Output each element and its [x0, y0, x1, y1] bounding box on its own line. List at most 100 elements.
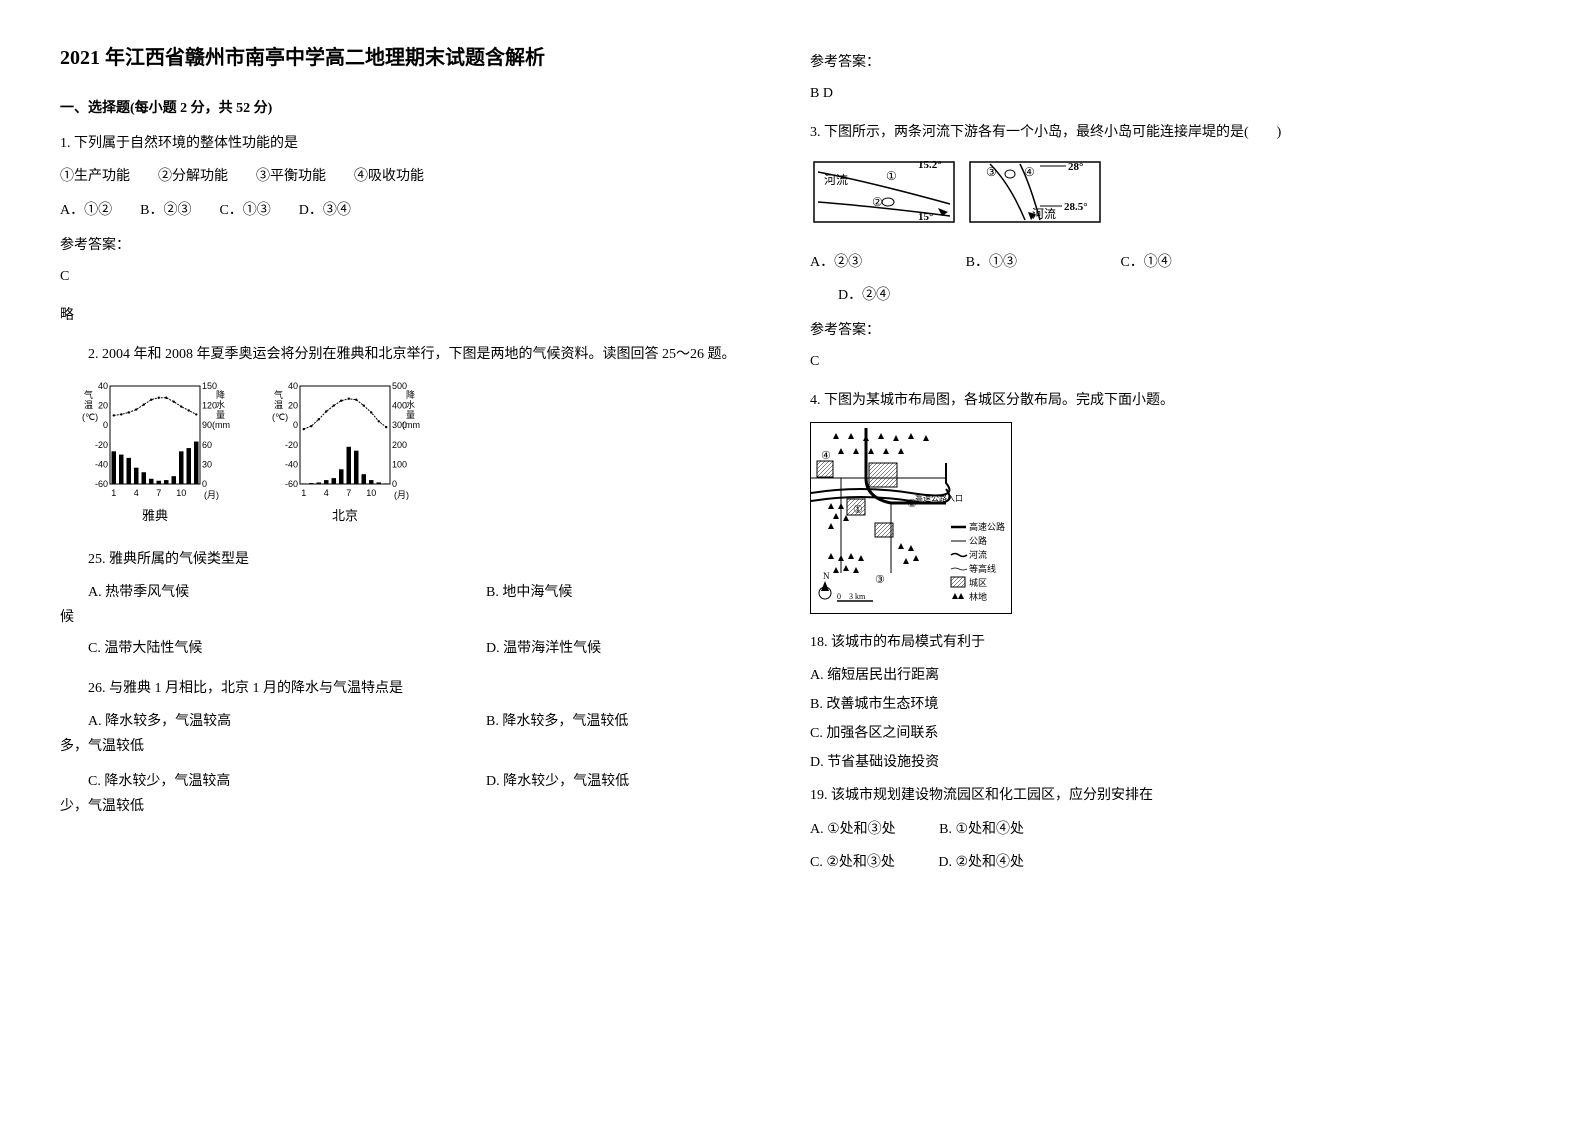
svg-text:温: 温	[274, 400, 283, 410]
svg-text:量: 量	[406, 410, 415, 420]
svg-text:-20: -20	[285, 439, 298, 449]
svg-text:0: 0	[103, 420, 108, 430]
svg-text:-60: -60	[95, 479, 108, 489]
svg-text:降: 降	[406, 389, 415, 400]
svg-text:河流: 河流	[969, 549, 987, 560]
svg-text:①: ①	[886, 169, 897, 183]
q26-b-suffix: 多，气温较低	[60, 734, 770, 759]
svg-text:20: 20	[288, 400, 298, 410]
svg-text:(月): (月)	[204, 490, 219, 500]
svg-text:40: 40	[288, 381, 298, 391]
q25-opt-b: B. 地中海气候	[486, 580, 770, 605]
svg-text:4: 4	[134, 488, 139, 498]
q25-opt-d: D. 温带海洋性气候	[486, 636, 770, 661]
svg-text:10: 10	[366, 488, 376, 498]
q3-opt-c: C．①④	[1120, 250, 1171, 275]
svg-text:N: N	[823, 571, 830, 581]
svg-text:0: 0	[293, 420, 298, 430]
svg-text:量: 量	[216, 410, 225, 420]
q2-answer: B D	[810, 81, 1520, 106]
svg-text:-40: -40	[95, 459, 108, 469]
q3-text: 3. 下图所示，两条河流下游各有一个小岛，最终小岛可能连接岸堤的是( )	[810, 120, 1520, 145]
q26-d-suffix: 少，气温较低	[60, 794, 770, 819]
q3-answer-label: 参考答案：	[810, 318, 1520, 343]
svg-text:河流: 河流	[1032, 207, 1056, 221]
svg-text:公路: 公路	[969, 535, 987, 546]
svg-text:高速公路入口: 高速公路入口	[915, 493, 963, 503]
svg-text:400: 400	[392, 400, 407, 410]
svg-text:15.2°: 15.2°	[918, 159, 942, 171]
svg-text:10: 10	[176, 488, 186, 498]
climate-charts: -60-40-2002040030609012015014710气温(℃)降水量…	[80, 380, 770, 527]
q1-answer: C	[60, 264, 770, 289]
svg-text:60: 60	[202, 439, 212, 449]
svg-text:-40: -40	[285, 459, 298, 469]
svg-text:100: 100	[392, 459, 407, 469]
q26-opt-a: A. 降水较多，气温较高	[60, 709, 486, 734]
q19-opt-c: C. ②处和③处	[810, 850, 895, 875]
q3-options: A．②③ B．①③ C．①④	[810, 250, 1520, 275]
q18-opt-c: C. 加强各区之间联系	[810, 721, 1520, 746]
svg-text:7: 7	[346, 488, 351, 498]
beijing-label: 北京	[270, 504, 420, 527]
q1-items: ①生产功能 ②分解功能 ③平衡功能 ④吸收功能	[60, 164, 770, 189]
q25-opt-c: C. 温带大陆性气候	[60, 636, 486, 661]
svg-text:7: 7	[156, 488, 161, 498]
svg-text:28°: 28°	[1068, 161, 1083, 173]
svg-text:气: 气	[274, 389, 283, 400]
q26-text: 26. 与雅典 1 月相比，北京 1 月的降水与气温特点是	[60, 676, 770, 701]
svg-text:90: 90	[202, 420, 212, 430]
svg-text:③: ③	[875, 574, 885, 586]
svg-text:高速公路: 高速公路	[969, 521, 1005, 532]
svg-text:1: 1	[111, 488, 116, 498]
q1-text: 1. 下列属于自然环境的整体性功能的是	[60, 131, 770, 156]
q18-opt-a: A. 缩短居民出行距离	[810, 663, 1520, 688]
svg-text:28.5°: 28.5°	[1064, 201, 1088, 213]
q18-text: 18. 该城市的布局模式有利于	[810, 630, 1520, 655]
svg-text:(℃): (℃)	[272, 412, 288, 422]
svg-text:③: ③	[986, 165, 997, 179]
q19-options-ab: A. ①处和③处 B. ①处和④处	[810, 817, 1520, 842]
svg-text:河流: 河流	[824, 173, 848, 187]
svg-text:水: 水	[406, 399, 415, 410]
svg-text:200: 200	[392, 439, 407, 449]
q19-opt-b: B. ①处和④处	[939, 817, 1024, 842]
beijing-chart: -60-40-2002040010020030040050014710气温(℃)…	[270, 380, 420, 527]
svg-text:1: 1	[301, 488, 306, 498]
svg-text:④: ④	[821, 450, 831, 462]
q18-opt-b: B. 改善城市生态环境	[810, 692, 1520, 717]
svg-text:-60: -60	[285, 479, 298, 489]
q25-text: 25. 雅典所属的气候类型是	[60, 547, 770, 572]
q26-opt-c: C. 降水较少，气温较高	[60, 769, 486, 794]
svg-text:-20: -20	[95, 439, 108, 449]
svg-text:水: 水	[216, 399, 225, 410]
q3-opt-d: D．②④	[810, 283, 1520, 308]
q2-answer-label: 参考答案：	[810, 50, 1520, 75]
question-3: 3. 下图所示，两条河流下游各有一个小岛，最终小岛可能连接岸堤的是( ) 河流 ①…	[810, 120, 1520, 374]
q3-opt-b: B．①③	[966, 250, 1017, 275]
svg-text:林地: 林地	[969, 591, 987, 602]
question-2: 2. 2004 年和 2008 年夏季奥运会将分别在雅典和北京举行，下图是两地的…	[60, 342, 770, 819]
q2-intro: 2. 2004 年和 2008 年夏季奥运会将分别在雅典和北京举行，下图是两地的…	[60, 342, 770, 367]
svg-text:0: 0	[202, 479, 207, 489]
q19-opt-d: D. ②处和④处	[938, 850, 1024, 875]
q1-note: 略	[60, 303, 770, 328]
svg-text:120: 120	[202, 400, 217, 410]
svg-text:等高线: 等高线	[969, 563, 996, 574]
q1-options: A．①② B．②③ C．①③ D．③④	[60, 198, 770, 223]
svg-text:④: ④	[1024, 165, 1035, 179]
svg-text:150: 150	[202, 381, 217, 391]
svg-text:气: 气	[84, 389, 93, 400]
svg-text:40: 40	[98, 381, 108, 391]
city-figure: ①②③④高速公路入口N0 3 km高速公路公路河流等高线城区林地	[810, 422, 1012, 614]
svg-text:(mm): (mm)	[212, 420, 230, 430]
svg-text:①: ①	[853, 504, 863, 516]
q19-options-cd: C. ②处和③处 D. ②处和④处	[810, 850, 1520, 875]
q19-text: 19. 该城市规划建设物流园区和化工园区，应分别安排在	[810, 783, 1520, 808]
q3-opt-a: A．②③	[810, 250, 862, 275]
q26-opt-b: B. 降水较多，气温较低	[486, 709, 770, 734]
question-1: 1. 下列属于自然环境的整体性功能的是 ①生产功能 ②分解功能 ③平衡功能 ④吸…	[60, 131, 770, 328]
svg-text:4: 4	[324, 488, 329, 498]
q26-opt-d: D. 降水较少，气温较低	[486, 769, 770, 794]
svg-text:(℃): (℃)	[82, 412, 98, 422]
